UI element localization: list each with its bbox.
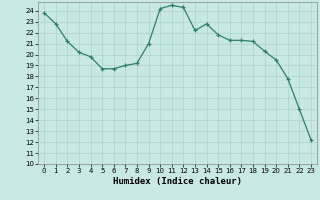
X-axis label: Humidex (Indice chaleur): Humidex (Indice chaleur) (113, 177, 242, 186)
